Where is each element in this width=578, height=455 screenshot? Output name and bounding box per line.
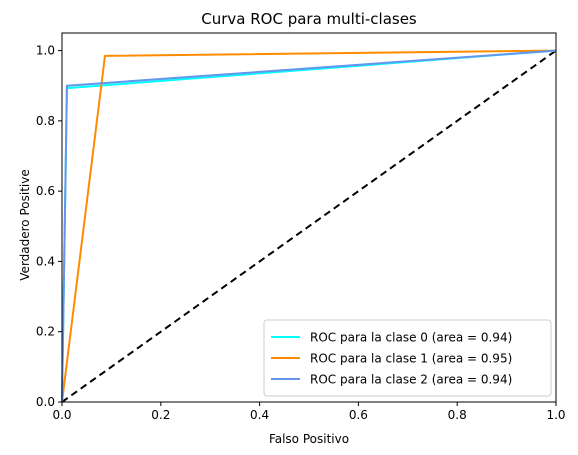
x-tick-label: 0.4 bbox=[250, 408, 269, 422]
x-tick-label: 0.0 bbox=[52, 408, 71, 422]
x-tick-label: 0.2 bbox=[151, 408, 170, 422]
roc-line-class-2 bbox=[61, 49, 557, 403]
y-tick-label: 0.2 bbox=[36, 325, 55, 339]
roc-line-class-1 bbox=[61, 49, 557, 403]
chart-title: Curva ROC para multi-clases bbox=[201, 10, 417, 28]
plot-area bbox=[61, 32, 557, 403]
legend-label-class-0: ROC para la clase 0 (area = 0.94) bbox=[310, 331, 512, 345]
reference-diagonal-line bbox=[61, 49, 557, 403]
x-tick-label: 0.6 bbox=[349, 408, 368, 422]
axes-frame bbox=[61, 32, 557, 403]
legend-box bbox=[263, 319, 552, 397]
y-tick-label: 0.0 bbox=[36, 395, 55, 409]
y-tick-label: 1.0 bbox=[36, 44, 55, 58]
y-tick-label: 0.4 bbox=[36, 254, 55, 268]
x-axis-label: Falso Positivo bbox=[269, 432, 349, 446]
x-tick-label: 0.8 bbox=[448, 408, 467, 422]
y-tick-label: 0.8 bbox=[36, 114, 55, 128]
legend-label-class-1: ROC para la clase 1 (area = 0.95) bbox=[310, 352, 512, 366]
y-tick-label: 0.6 bbox=[36, 184, 55, 198]
x-tick-label: 1.0 bbox=[546, 408, 565, 422]
y-axis-label: Verdadero Positive bbox=[18, 169, 32, 280]
legend: ROC para la clase 0 (area = 0.94) ROC par… bbox=[263, 319, 552, 397]
legend-label-class-2: ROC para la clase 2 (area = 0.94) bbox=[310, 373, 512, 387]
